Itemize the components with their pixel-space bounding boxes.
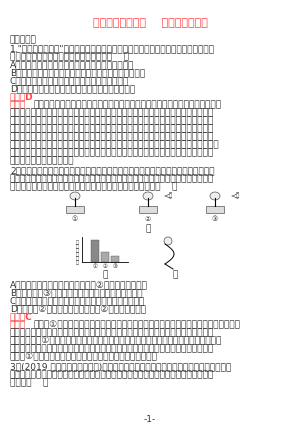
Text: 素通过极性运输到达根率深处，节能调节器在生长素浓度过高，适当促使侧芽的生长，: 素通过极性运输到达根率深处，节能调节器在生长素浓度过高，适当促使侧芽的生长， [10,124,214,133]
Text: B．生长素主要在茅芽合成，细胞分裂素主要在茅芽合成: B．生长素主要在茅芽合成，细胞分裂素主要在茅芽合成 [10,68,145,77]
Text: ②: ② [145,216,151,222]
Text: 素的是（    ）: 素的是（ ） [10,378,48,387]
Ellipse shape [143,192,153,200]
Text: 温度等环境因子的变化，会引起植物体内产生包括植物激素合成在内的多种变化，但并: 温度等环境因子的变化，会引起植物体内产生包括植物激素合成在内的多种变化，但并 [10,148,214,157]
Bar [139,206,157,213]
Text: 生长素的极性运输属于主动运输，需要消耗细胞呼吸产生的能量；生长素合成部: 生长素的极性运输属于主动运输，需要消耗细胞呼吸产生的能量；生长素合成部 [33,100,221,109]
Text: 光: 光 [169,192,172,198]
Text: 答案：D: 答案：D [10,92,34,101]
Text: 不是因素的出发支行调控。: 不是因素的出发支行调控。 [10,156,74,165]
Text: 弯: 弯 [76,248,78,253]
Text: 向重态下植物生长的影响，研究人员对刚刚萌发的蓝藻胚轴分段进行了如图导所示的实: 向重态下植物生长的影响，研究人员对刚刚萌发的蓝藻胚轴分段进行了如图导所示的实 [10,174,214,183]
Text: D．光照、温度等环境因子不会影响植物激素的合成: D．光照、温度等环境因子不会影响植物激素的合成 [10,84,135,93]
Text: 度: 度 [76,260,78,265]
Text: 一、选择题: 一、选择题 [10,35,37,44]
Text: 专题能力训练十一    植物的激素调节: 专题能力训练十一 植物的激素调节 [93,18,207,28]
Text: 甲: 甲 [145,224,151,233]
Text: 生长素的极性运输属于主动运输，需要消耗细胞呼吸产生的能量；生长素合成部位主要: 生长素的极性运输属于主动运输，需要消耗细胞呼吸产生的能量；生长素合成部位主要 [10,108,214,117]
Text: A．生长素的极性运输需要消耗细胞呼吸产生的能量: A．生长素的极性运输需要消耗细胞呼吸产生的能量 [10,60,134,69]
Circle shape [164,237,172,245]
Text: 上: 上 [76,244,78,249]
Text: 长素的极性运输，下列相关叙述错误的是（    ）: 长素的极性运输，下列相关叙述错误的是（ ） [10,52,129,61]
Text: 图乙单侧光的影响，则具有重力力的影响，图甲中空的茅卡提的变化演向上弯曲生长；: 图乙单侧光的影响，则具有重力力的影响，图甲中空的茅卡提的变化演向上弯曲生长； [10,328,214,337]
Text: 2．已知单侧光与重力同时影响生长素的横向运输，为探究某植物的单侧光及重力对横: 2．已知单侧光与重力同时影响生长素的横向运输，为探究某植物的单侧光及重力对横 [10,166,214,175]
Text: 光: 光 [236,192,239,198]
Text: 植物的生长发育过程，在外部上是某因素在一定时间和空间上起学科来说的结果；光照、: 植物的生长发育过程，在外部上是某因素在一定时间和空间上起学科来说的结果；光照、 [10,140,220,149]
Text: ②: ② [103,264,107,269]
Text: 向: 向 [76,240,78,245]
Ellipse shape [210,192,220,200]
Text: ①: ① [72,216,78,222]
Text: A．根据甲上单侧光的影响，图甲中②的茎仍存水平生长: A．根据甲上单侧光的影响，图甲中②的茎仍存水平生长 [10,280,148,289]
Text: ③: ③ [212,216,218,222]
Text: C．实验一段时间后，茎的曲老金生长成图内所示的轨迹: C．实验一段时间后，茎的曲老金生长成图内所示的轨迹 [10,296,145,305]
Bar [111,256,119,262]
Text: 解析：: 解析： [10,100,26,109]
Ellipse shape [70,192,80,200]
Text: 曲: 曲 [76,252,78,257]
Bar [66,206,84,213]
Text: 程: 程 [76,256,78,261]
Bar [101,252,109,262]
Text: ③: ③ [112,264,117,269]
Bar [91,240,99,262]
Text: 抑制外源多胺能抑制生长素的极性运输，因此撤开适宜浓度的外源多胺促进侧芽发育；: 抑制外源多胺能抑制生长素的极性运输，因此撤开适宜浓度的外源多胺促进侧芽发育； [10,132,214,141]
Text: 1."生态钟的黄金律"表明定植后早春茶树发芽的变化，研究表明，外源多胺能抑制生: 1."生态钟的黄金律"表明定植后早春茶树发芽的变化，研究表明，外源多胺能抑制生 [10,44,215,53]
Text: 丙: 丙 [172,270,178,279]
Bar [206,206,224,213]
Text: 实验表述下，①胚盖变高在单侧光的作用下合向上弯曲生长；然实施几受重力力的影响，: 实验表述下，①胚盖变高在单侧光的作用下合向上弯曲生长；然实施几受重力力的影响， [10,336,222,345]
Text: 图甲中①的向上弯曲程度最大，远不等高，即弯曲的程度分。: 图甲中①的向上弯曲程度最大，远不等高，即弯曲的程度分。 [10,352,158,361]
Text: -1-: -1- [144,415,156,424]
Text: 实验一段时间后，蚤莞会灰现出如图乙所示的茎有曲生长和根向地生长；由图乙可知，: 实验一段时间后，蚤莞会灰现出如图乙所示的茎有曲生长和根向地生长；由图乙可知， [10,344,214,353]
Text: 在植物的芽、幼叶及育中的种子，细胞分裂素合成部位主要是根尖，是颇芽产生的生长: 在植物的芽、幼叶及育中的种子，细胞分裂素合成部位主要是根尖，是颇芽产生的生长 [10,116,214,125]
Text: 乙: 乙 [102,270,108,279]
Text: 图甲中①受到单侧光的影响，又受到重力力的影响，两种影响促进或动刺对不适，前如: 图甲中①受到单侧光的影响，又受到重力力的影响，两种影响促进或动刺对不适，前如 [33,320,240,329]
Text: 解析：: 解析： [10,320,26,329]
Text: B．若图甲中③处于太重表述下，根曲老茎均水平生长: B．若图甲中③处于太重表述下，根曲老茎均水平生长 [10,288,142,297]
Text: 容案：C: 容案：C [10,312,33,321]
Text: ①: ① [93,264,98,269]
Text: D．图甲中②的向上弯曲程度最大，②的弯曲程度最小: D．图甲中②的向上弯曲程度最大，②的弯曲程度最小 [10,304,146,313]
Text: 植象为生长素的梯度学说，具体推荐如图甲所示。图乙为离层部分示意图，下判断选择: 植象为生长素的梯度学说，具体推荐如图甲所示。图乙为离层部分示意图，下判断选择 [10,370,214,379]
Text: 验，然后对生长情况充分利用乙及乙、下列相关叙述正确的是（    ）: 验，然后对生长情况充分利用乙及乙、下列相关叙述正确的是（ ） [10,182,177,191]
Text: 3．(2019 山东卷第二次大联考)科学家认为，离层两侧的生长素浓度控制离层的脱落，: 3．(2019 山东卷第二次大联考)科学家认为，离层两侧的生长素浓度控制离层的脱… [10,362,231,371]
Text: C．植物适宜浓度的外源多胺能促使根向重穿芽方: C．植物适宜浓度的外源多胺能促使根向重穿芽方 [10,76,129,85]
